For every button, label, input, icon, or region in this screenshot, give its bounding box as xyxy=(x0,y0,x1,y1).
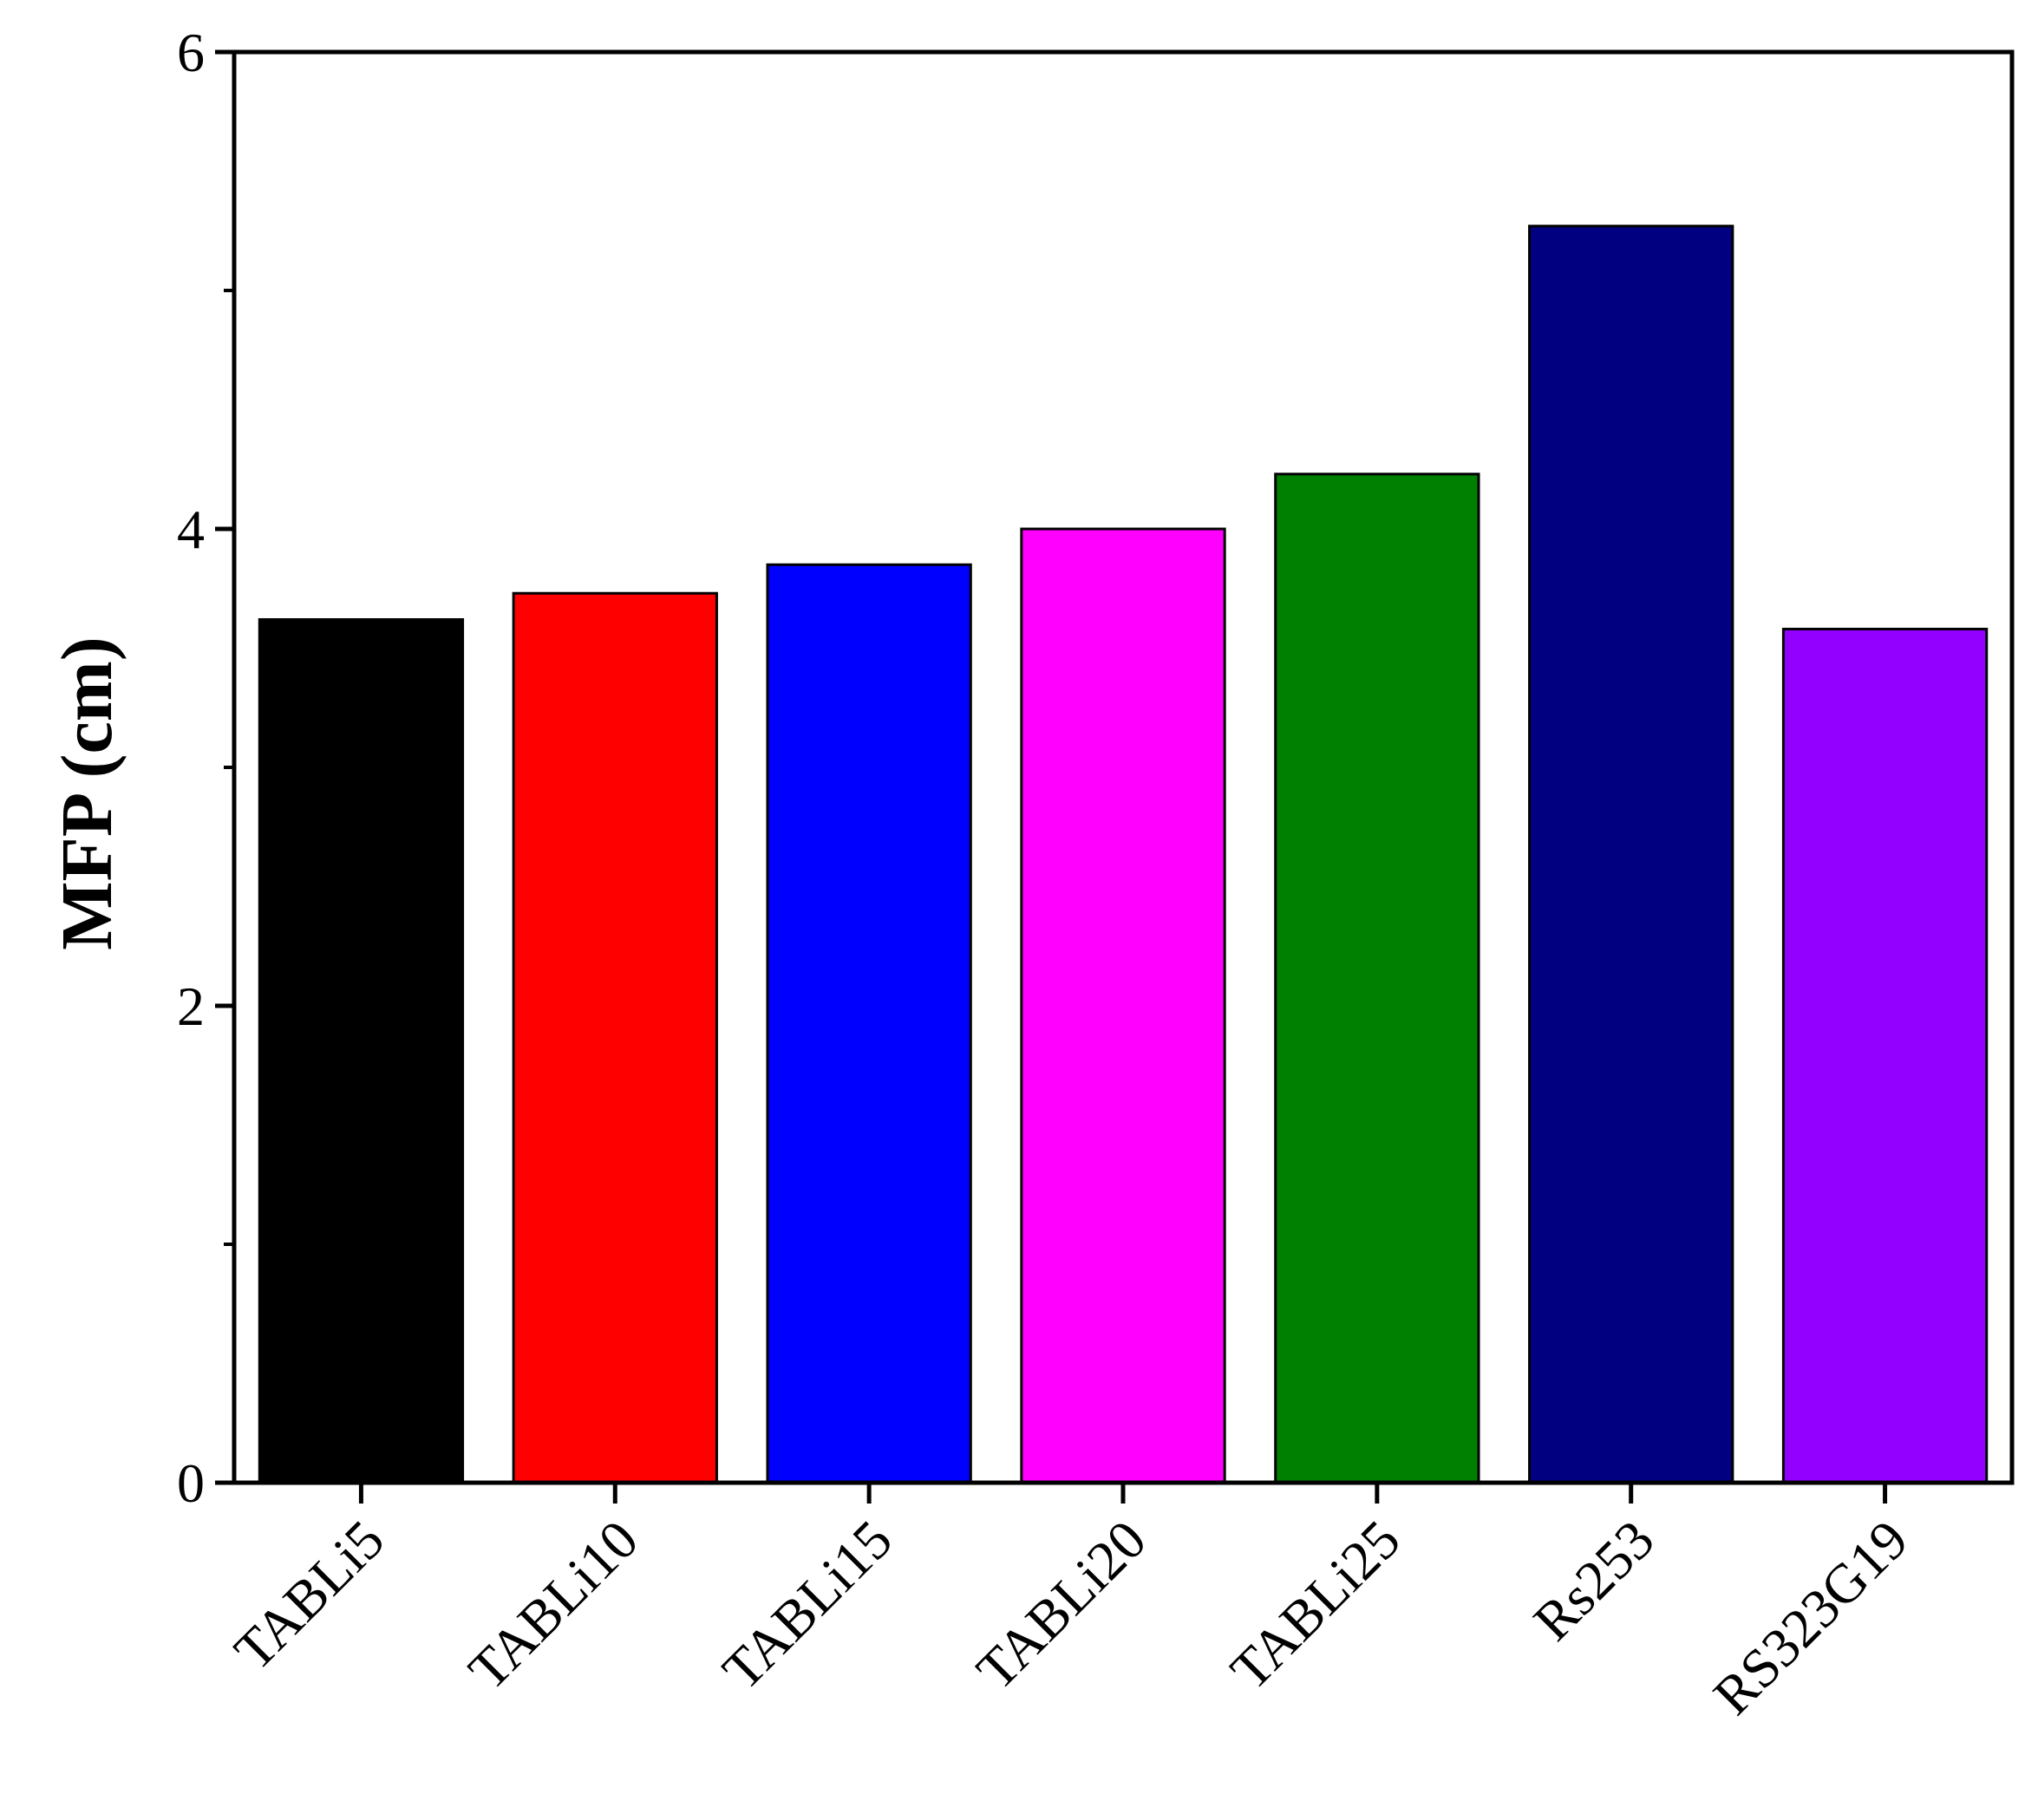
x-tick-label: TABLi25 xyxy=(1218,1509,1412,1702)
y-tick-label: 6 xyxy=(177,22,205,83)
y-tick-label: 2 xyxy=(177,975,205,1037)
bar-tabli15 xyxy=(766,563,972,1484)
x-tick-label: RS323G19 xyxy=(1702,1509,1919,1726)
x-tick-label: TABLi15 xyxy=(710,1509,904,1702)
bars-group xyxy=(258,225,1989,1484)
bar-tabli5 xyxy=(258,618,465,1484)
y-tick-label: 0 xyxy=(177,1452,205,1514)
x-tick-label: TABLi5 xyxy=(222,1509,395,1682)
bar-rs323g19 xyxy=(1781,628,1989,1484)
bar-rs253 xyxy=(1528,225,1734,1484)
y-axis: 0 2 4 6 xyxy=(177,22,234,1514)
y-tick-label: 4 xyxy=(177,499,205,560)
bar-tabli20 xyxy=(1020,527,1226,1484)
bar-tabli25 xyxy=(1274,473,1480,1484)
plot-frame xyxy=(232,49,2015,1485)
x-tick-label: Rs253 xyxy=(1522,1509,1666,1653)
y-axis-title: MFP (cm) xyxy=(47,636,127,949)
x-axis: TABLi5 TABLi10 TABLi15 TABLi20 TABLi25 Rs253 R… xyxy=(222,1483,1919,1726)
x-tick-label: TABLi10 xyxy=(457,1509,650,1702)
bar-tabli10 xyxy=(512,591,718,1484)
x-tick-label: TABLi20 xyxy=(964,1509,1158,1702)
